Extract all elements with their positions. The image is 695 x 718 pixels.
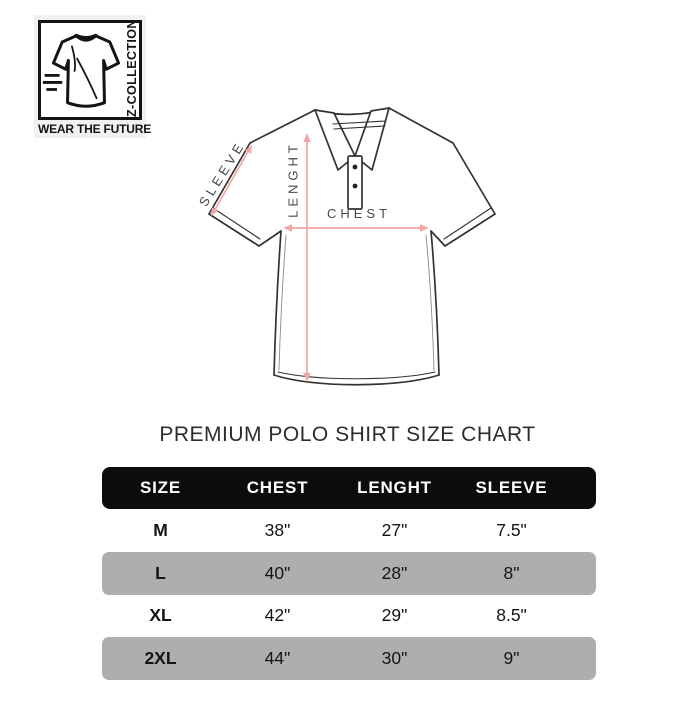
chest-cell: 42" [264,605,291,626]
sleeve-cell: 8.5" [496,605,527,626]
length-cell: 27" [381,519,408,540]
table-row: M 38" 27" 7.5" [102,509,596,552]
column-header-size: SIZE [140,478,181,497]
tshirt-icon [42,33,121,108]
measurement-arrows [211,133,429,382]
length-cell: 30" [381,648,408,669]
column-header-chest: CHEST [246,478,309,497]
speed-lines-icon [42,73,63,91]
length-cell: 28" [381,562,408,583]
chest-cell: 44" [264,648,291,669]
brand-logo: Z-COLLECTION WEAR THE FUTURE [34,15,151,138]
column-header-sleeve: SLEEVE [475,478,548,497]
sleeve-cell: 8" [503,562,520,583]
size-chart-table: SIZE CHEST LENGHT SLEEVE M 38" 27" 7.5" … [102,467,596,680]
polo-shirt-diagram [208,107,496,386]
logo-frame: Z-COLLECTION [38,19,142,120]
table-header-row: SIZE CHEST LENGHT SLEEVE [102,467,596,509]
chest-cell: 38" [264,519,291,540]
size-cell: XL [149,605,172,626]
table-row: 2XL 44" 30" 9" [102,637,596,680]
length-measure-label: LENGHT [285,141,301,218]
column-header-length: LENGHT [357,478,432,497]
sleeve-cell: 9" [503,648,520,669]
sleeve-cell: 7.5" [496,519,527,540]
brand-tagline: WEAR THE FUTURE [38,122,151,136]
table-row: XL 42" 29" 8.5" [102,595,596,638]
size-cell: 2XL [144,648,177,669]
chest-measure-label: CHEST [326,206,392,221]
table-row: L 40" 28" 8" [102,551,596,595]
size-cell: M [153,519,168,540]
page-title: PREMIUM POLO SHIRT SIZE CHART [159,423,536,446]
chest-cell: 40" [264,562,291,583]
brand-name-vertical: Z-COLLECTION [125,19,139,117]
size-cell: L [155,562,166,583]
length-cell: 29" [381,605,408,626]
